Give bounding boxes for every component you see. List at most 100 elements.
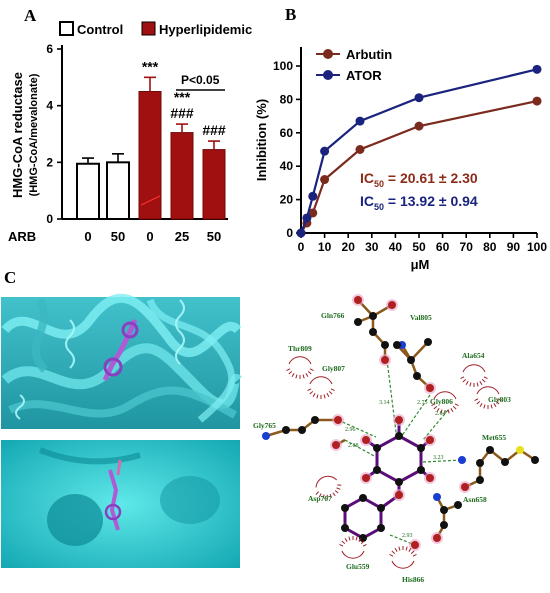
panel-label-a: A (24, 6, 37, 25)
bar-x-tick-label: 50 (207, 229, 221, 244)
ic50-arbutin: IC50 = 20.61 ± 2.30 (360, 170, 478, 189)
distance-label: 2.88 (348, 443, 359, 449)
atom (373, 444, 381, 452)
atom (377, 504, 385, 512)
atom (341, 504, 349, 512)
bar-y-tick-label: 0 (46, 212, 53, 226)
distance-label: 2.96 (345, 427, 356, 433)
arc-spoke (302, 374, 305, 379)
bar-ylabel-line2: (HMG-CoA/mevalonate) (28, 73, 40, 196)
residue-label: Gln766 (321, 311, 345, 320)
atom (262, 432, 270, 440)
arc-spoke (295, 374, 298, 379)
atom (354, 296, 362, 304)
protein-surface-image (1, 440, 240, 568)
atom (411, 541, 419, 549)
comparison-label: P<0.05 (181, 73, 220, 87)
atom (440, 521, 448, 529)
residue-label: Gly806 (430, 397, 453, 406)
atom (501, 458, 509, 466)
atom (298, 426, 306, 434)
ic50-ator: IC50 = 13.92 ± 0.94 (360, 193, 478, 212)
line-x-tick-label: 40 (389, 240, 403, 254)
arc-spoke (348, 536, 351, 541)
hydrophobic-arc (460, 364, 488, 387)
data-point (308, 208, 318, 218)
line-x-tick-label: 100 (527, 240, 547, 254)
data-point (308, 191, 318, 201)
arc (341, 550, 365, 559)
arc-spoke (332, 492, 336, 497)
bar (76, 162, 100, 220)
arc (462, 364, 486, 373)
arc-spoke (479, 403, 483, 407)
arc (433, 391, 457, 400)
arc-spoke (476, 400, 481, 405)
atom (282, 426, 290, 434)
residue-label: Met655 (482, 433, 506, 442)
hydrophobic-contacts (286, 356, 502, 569)
arc-spoke (495, 400, 500, 405)
legend-label-hyperlipidemic: Hyperlipidemic (159, 22, 252, 37)
arc-spoke (450, 408, 454, 412)
atom (395, 416, 403, 424)
arc-spoke (307, 388, 312, 391)
bar (138, 91, 162, 220)
arc-spoke (326, 494, 328, 499)
bar-y-tick-label: 2 (46, 155, 53, 169)
arc (288, 356, 312, 365)
line-y-tick-label: 100 (273, 59, 293, 73)
arc-spoke (398, 546, 401, 551)
bar-x-tick-label: 0 (84, 229, 91, 244)
arc-spoke (341, 540, 346, 545)
arc-spoke (469, 382, 472, 387)
atom (417, 444, 425, 452)
arc-spoke (322, 494, 325, 499)
atom (341, 524, 349, 532)
arc (476, 386, 500, 395)
atom (362, 436, 370, 444)
bar-xgroup-label: ARB (8, 229, 36, 244)
atom (433, 534, 441, 542)
atom (433, 493, 441, 501)
bar (106, 161, 130, 220)
data-point (414, 121, 424, 131)
arc-spoke (408, 548, 412, 552)
distance-label: 2.75 (417, 400, 428, 406)
arc-spoke (394, 548, 398, 552)
arc-spoke (336, 487, 341, 490)
atom (454, 501, 462, 509)
atom (407, 356, 415, 364)
arc-spoke (334, 490, 339, 494)
atom (332, 441, 340, 449)
arc-spoke (447, 409, 450, 414)
atom (354, 318, 362, 326)
arc-spoke (476, 382, 479, 387)
atom (369, 312, 377, 320)
arc-spoke (316, 394, 319, 399)
line-x-tick-label: 90 (507, 240, 521, 254)
legend-label-control: Control (77, 22, 123, 37)
residue-label: Gly803 (488, 395, 511, 404)
arc-spoke (490, 404, 493, 409)
hydrophobic-arc (389, 546, 417, 569)
arc-spoke (328, 390, 333, 395)
data-point (532, 64, 542, 74)
atom (458, 456, 466, 464)
arc-spoke (391, 550, 396, 555)
residue-label: His866 (402, 575, 424, 584)
atom (388, 301, 396, 309)
residue-label: Glu559 (346, 562, 370, 571)
atom (461, 483, 469, 491)
arc-spoke (360, 540, 365, 545)
bar-chart-panel: Control Hyperlipidemic HMG-CoA reductase… (8, 21, 252, 244)
legend-label-ator: ATOR (346, 68, 382, 83)
arc-spoke (307, 370, 312, 375)
arc-spoke (479, 381, 483, 385)
hydrophobic-arc (431, 391, 459, 414)
data-point (414, 93, 424, 103)
arc-spoke (474, 398, 479, 401)
significance-label: *** (174, 89, 191, 105)
data-point (320, 146, 330, 156)
line-chart-panel: Inhibition (%) μM 0 10 20 30 40 50 60 70 80 90 100… (254, 47, 547, 272)
